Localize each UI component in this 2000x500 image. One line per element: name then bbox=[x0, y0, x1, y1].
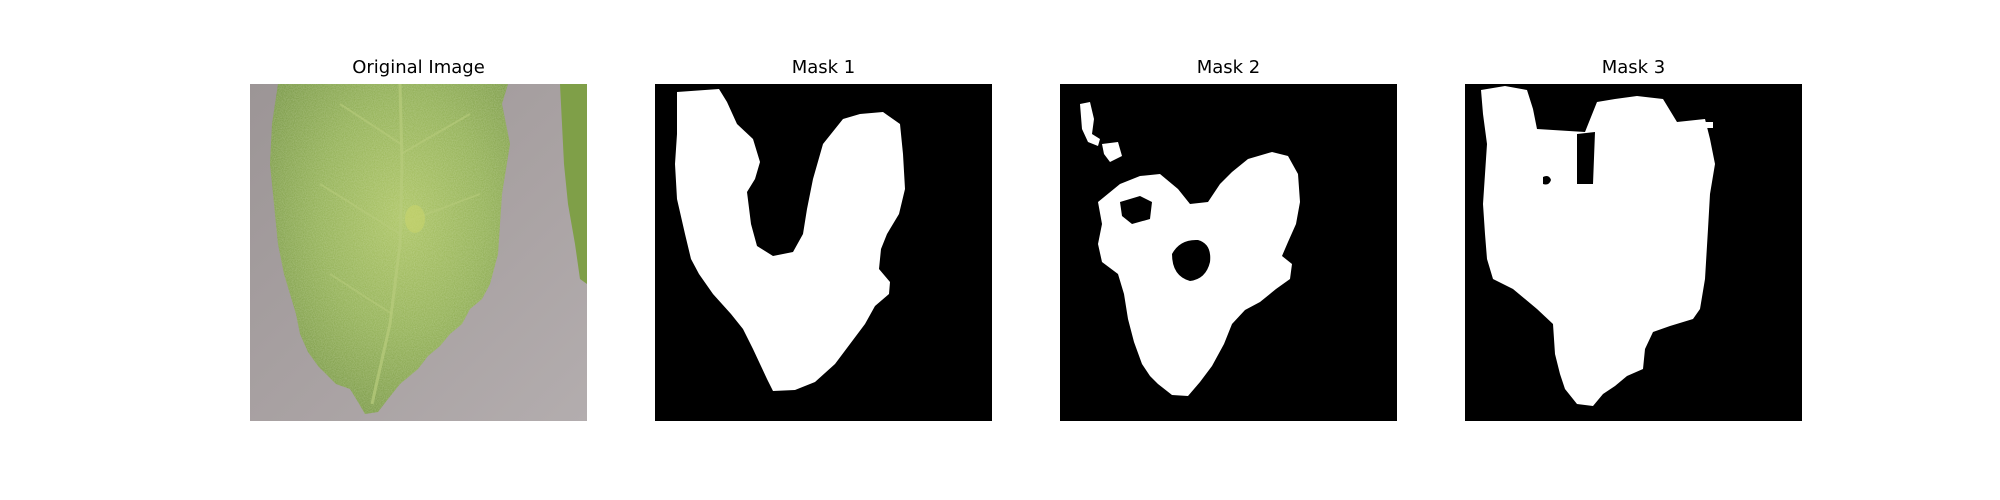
mask-3-region bbox=[1481, 86, 1715, 406]
mask-2-fragment bbox=[1080, 102, 1100, 146]
mask-3-panel: Mask 3 bbox=[1465, 56, 1802, 446]
panel-title: Mask 1 bbox=[791, 57, 856, 78]
panel-title: Original Image bbox=[352, 57, 485, 78]
panel-title: Mask 2 bbox=[1196, 57, 1261, 78]
adjacent-leaf-edge bbox=[560, 84, 587, 284]
mask-1-region bbox=[675, 89, 905, 391]
panel-title: Mask 3 bbox=[1601, 57, 1666, 78]
mask-2-panel: Mask 2 bbox=[1060, 56, 1397, 446]
mask-1-image bbox=[655, 84, 992, 421]
mask-2-image bbox=[1060, 84, 1397, 421]
original-leaf-image bbox=[250, 84, 587, 421]
mask-2-region bbox=[1098, 152, 1300, 396]
mask-1-panel: Mask 1 bbox=[655, 56, 992, 446]
mask-3-image bbox=[1465, 84, 1802, 421]
original-image-panel: Original Image bbox=[250, 56, 587, 446]
